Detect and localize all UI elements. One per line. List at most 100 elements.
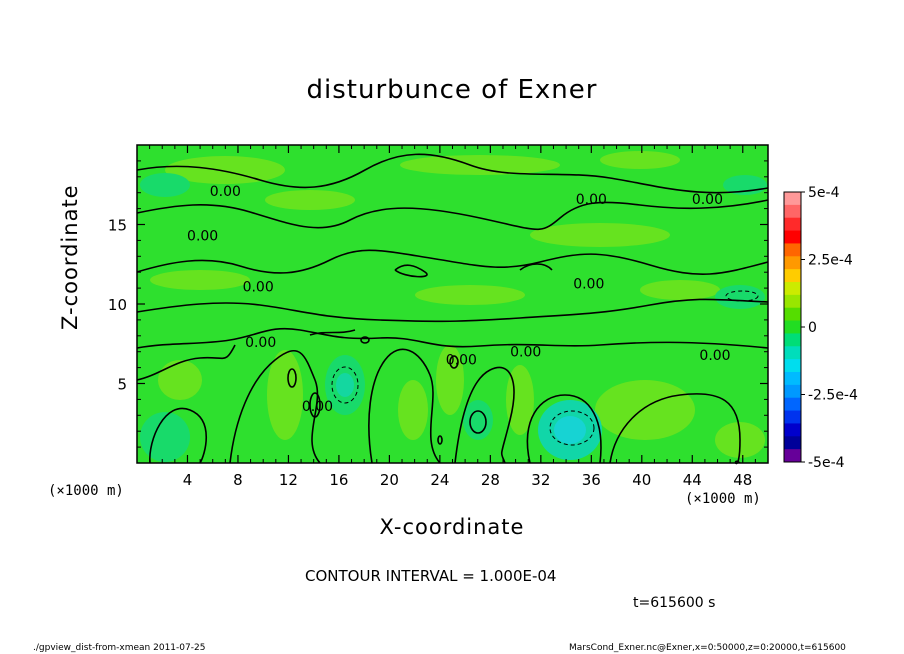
colorbar-swatch bbox=[784, 449, 801, 463]
contour-label: 0.00 bbox=[692, 192, 723, 208]
y-axis-unit: (×1000 m) bbox=[48, 483, 124, 499]
colorbar-swatch bbox=[784, 204, 801, 219]
x-axis-label: X-coordinate bbox=[379, 515, 525, 539]
colorbar-swatch bbox=[784, 243, 801, 257]
contour-line bbox=[136, 298, 769, 323]
x-axis-unit: (×1000 m) bbox=[685, 491, 761, 507]
field-patch bbox=[415, 285, 525, 305]
x-tick-label: 20 bbox=[380, 471, 399, 489]
field-patch bbox=[436, 345, 464, 415]
x-tick-label: 36 bbox=[582, 471, 601, 489]
field-patch bbox=[336, 373, 354, 397]
footer-right-note: MarsCond_Exner.nc@Exner,x=0:50000,z=0:20… bbox=[569, 643, 846, 653]
field-patch bbox=[150, 270, 250, 290]
contour-label: 0.00 bbox=[187, 229, 218, 245]
field-patch bbox=[595, 380, 695, 440]
field-patch bbox=[140, 173, 190, 197]
contour-labels: 0.00 0.00 0.00 0.00 0.00 0.00 0.00 0.00 0.00 0.00… bbox=[187, 184, 731, 415]
contour-dashed-loop bbox=[725, 290, 759, 302]
contour-line bbox=[136, 153, 769, 194]
contour-interval-label: CONTOUR INTERVAL = 1.000E-04 bbox=[305, 567, 557, 585]
field-patch bbox=[265, 190, 355, 210]
y-tick-label: 15 bbox=[108, 217, 127, 235]
contour-label: 0.00 bbox=[446, 353, 477, 369]
contour-label: 0.00 bbox=[699, 348, 730, 364]
colorbar-tick-label: -2.5e-4 bbox=[808, 388, 858, 404]
x-tick-label: 44 bbox=[683, 471, 702, 489]
contour-loop bbox=[469, 410, 487, 434]
field-patch bbox=[158, 360, 202, 400]
contour-line bbox=[368, 348, 441, 464]
colorbar-swatch bbox=[784, 294, 801, 309]
field-patch bbox=[600, 151, 680, 169]
contour-line bbox=[149, 407, 207, 464]
contour-dashed-loop bbox=[549, 410, 595, 446]
colorbar-swatch bbox=[784, 307, 801, 322]
field-patch bbox=[715, 285, 765, 309]
colorbar-swatch bbox=[784, 372, 801, 386]
contour-line bbox=[136, 199, 769, 231]
colorbar-tick-label: -5e-4 bbox=[808, 455, 845, 471]
chart-title: disturbunce of Exner bbox=[306, 75, 598, 105]
x-tick-label: 28 bbox=[481, 471, 500, 489]
contour-label: 0.00 bbox=[510, 345, 541, 361]
y-tick-label: 5 bbox=[117, 376, 127, 394]
colorbar-tick-label: 5e-4 bbox=[808, 185, 840, 201]
contour-label: 0.00 bbox=[573, 276, 604, 292]
colorbar-swatch bbox=[784, 333, 801, 347]
contour-label: 0.00 bbox=[243, 280, 274, 296]
field-patch bbox=[267, 350, 303, 440]
contour-line bbox=[229, 349, 321, 464]
field-patch bbox=[463, 400, 493, 440]
contour-line bbox=[454, 366, 515, 464]
contour-line bbox=[309, 329, 356, 336]
field-patch bbox=[398, 380, 428, 440]
contour-line bbox=[526, 394, 602, 464]
x-tick-label: 8 bbox=[233, 471, 243, 489]
contour-lines bbox=[136, 153, 769, 465]
colorbar-swatch bbox=[784, 397, 801, 412]
colorbar-swatch bbox=[784, 217, 801, 232]
field-patch bbox=[400, 155, 560, 175]
x-tick-label: 48 bbox=[733, 471, 752, 489]
contour-label: 0.00 bbox=[302, 399, 333, 415]
contour-loop bbox=[309, 392, 321, 418]
colorbar-swatch bbox=[784, 269, 801, 283]
colorbar-swatch bbox=[784, 346, 801, 360]
contour-label: 0.00 bbox=[210, 184, 241, 200]
colorbar-swatch bbox=[784, 423, 801, 437]
x-tick-label: 40 bbox=[632, 471, 651, 489]
x-tick-label: 32 bbox=[531, 471, 550, 489]
contour-line bbox=[519, 263, 553, 271]
field-patch bbox=[554, 416, 586, 444]
contour-label: 0.00 bbox=[245, 335, 276, 351]
colorbar-swatch bbox=[784, 230, 801, 244]
x-tick-label: 12 bbox=[279, 471, 298, 489]
contour-dashed-loop bbox=[331, 366, 359, 404]
time-label: t=615600 s bbox=[633, 595, 716, 611]
colorbar-swatch bbox=[784, 436, 801, 450]
field-patch bbox=[140, 412, 190, 462]
colorbar-swatch bbox=[784, 384, 801, 399]
field-patch bbox=[640, 280, 720, 300]
colorbar-swatch bbox=[784, 410, 801, 424]
colorbar-swatch bbox=[784, 359, 801, 373]
contour-label: 0.00 bbox=[576, 192, 607, 208]
contour-line bbox=[394, 264, 428, 278]
colorbar-swatch bbox=[784, 282, 801, 296]
x-tick-label: 4 bbox=[183, 471, 193, 489]
colorbar-tick-label: 0 bbox=[808, 320, 817, 336]
contour-loop bbox=[360, 336, 370, 344]
contour-loop bbox=[287, 368, 297, 388]
field-patch bbox=[165, 156, 285, 184]
footer-left-note: ./gpview_dist-from-xmean 2011-07-25 bbox=[33, 643, 206, 653]
colorbar: 5e-4 2.5e-4 0 -2.5e-4 -5e-4 bbox=[783, 185, 858, 471]
contour-loop bbox=[437, 435, 443, 445]
contour-line bbox=[136, 327, 769, 349]
colorbar-swatch bbox=[784, 192, 801, 206]
contour-loop bbox=[449, 355, 459, 369]
colorbar-tick-label: 2.5e-4 bbox=[808, 253, 853, 269]
contour-line bbox=[136, 249, 769, 276]
